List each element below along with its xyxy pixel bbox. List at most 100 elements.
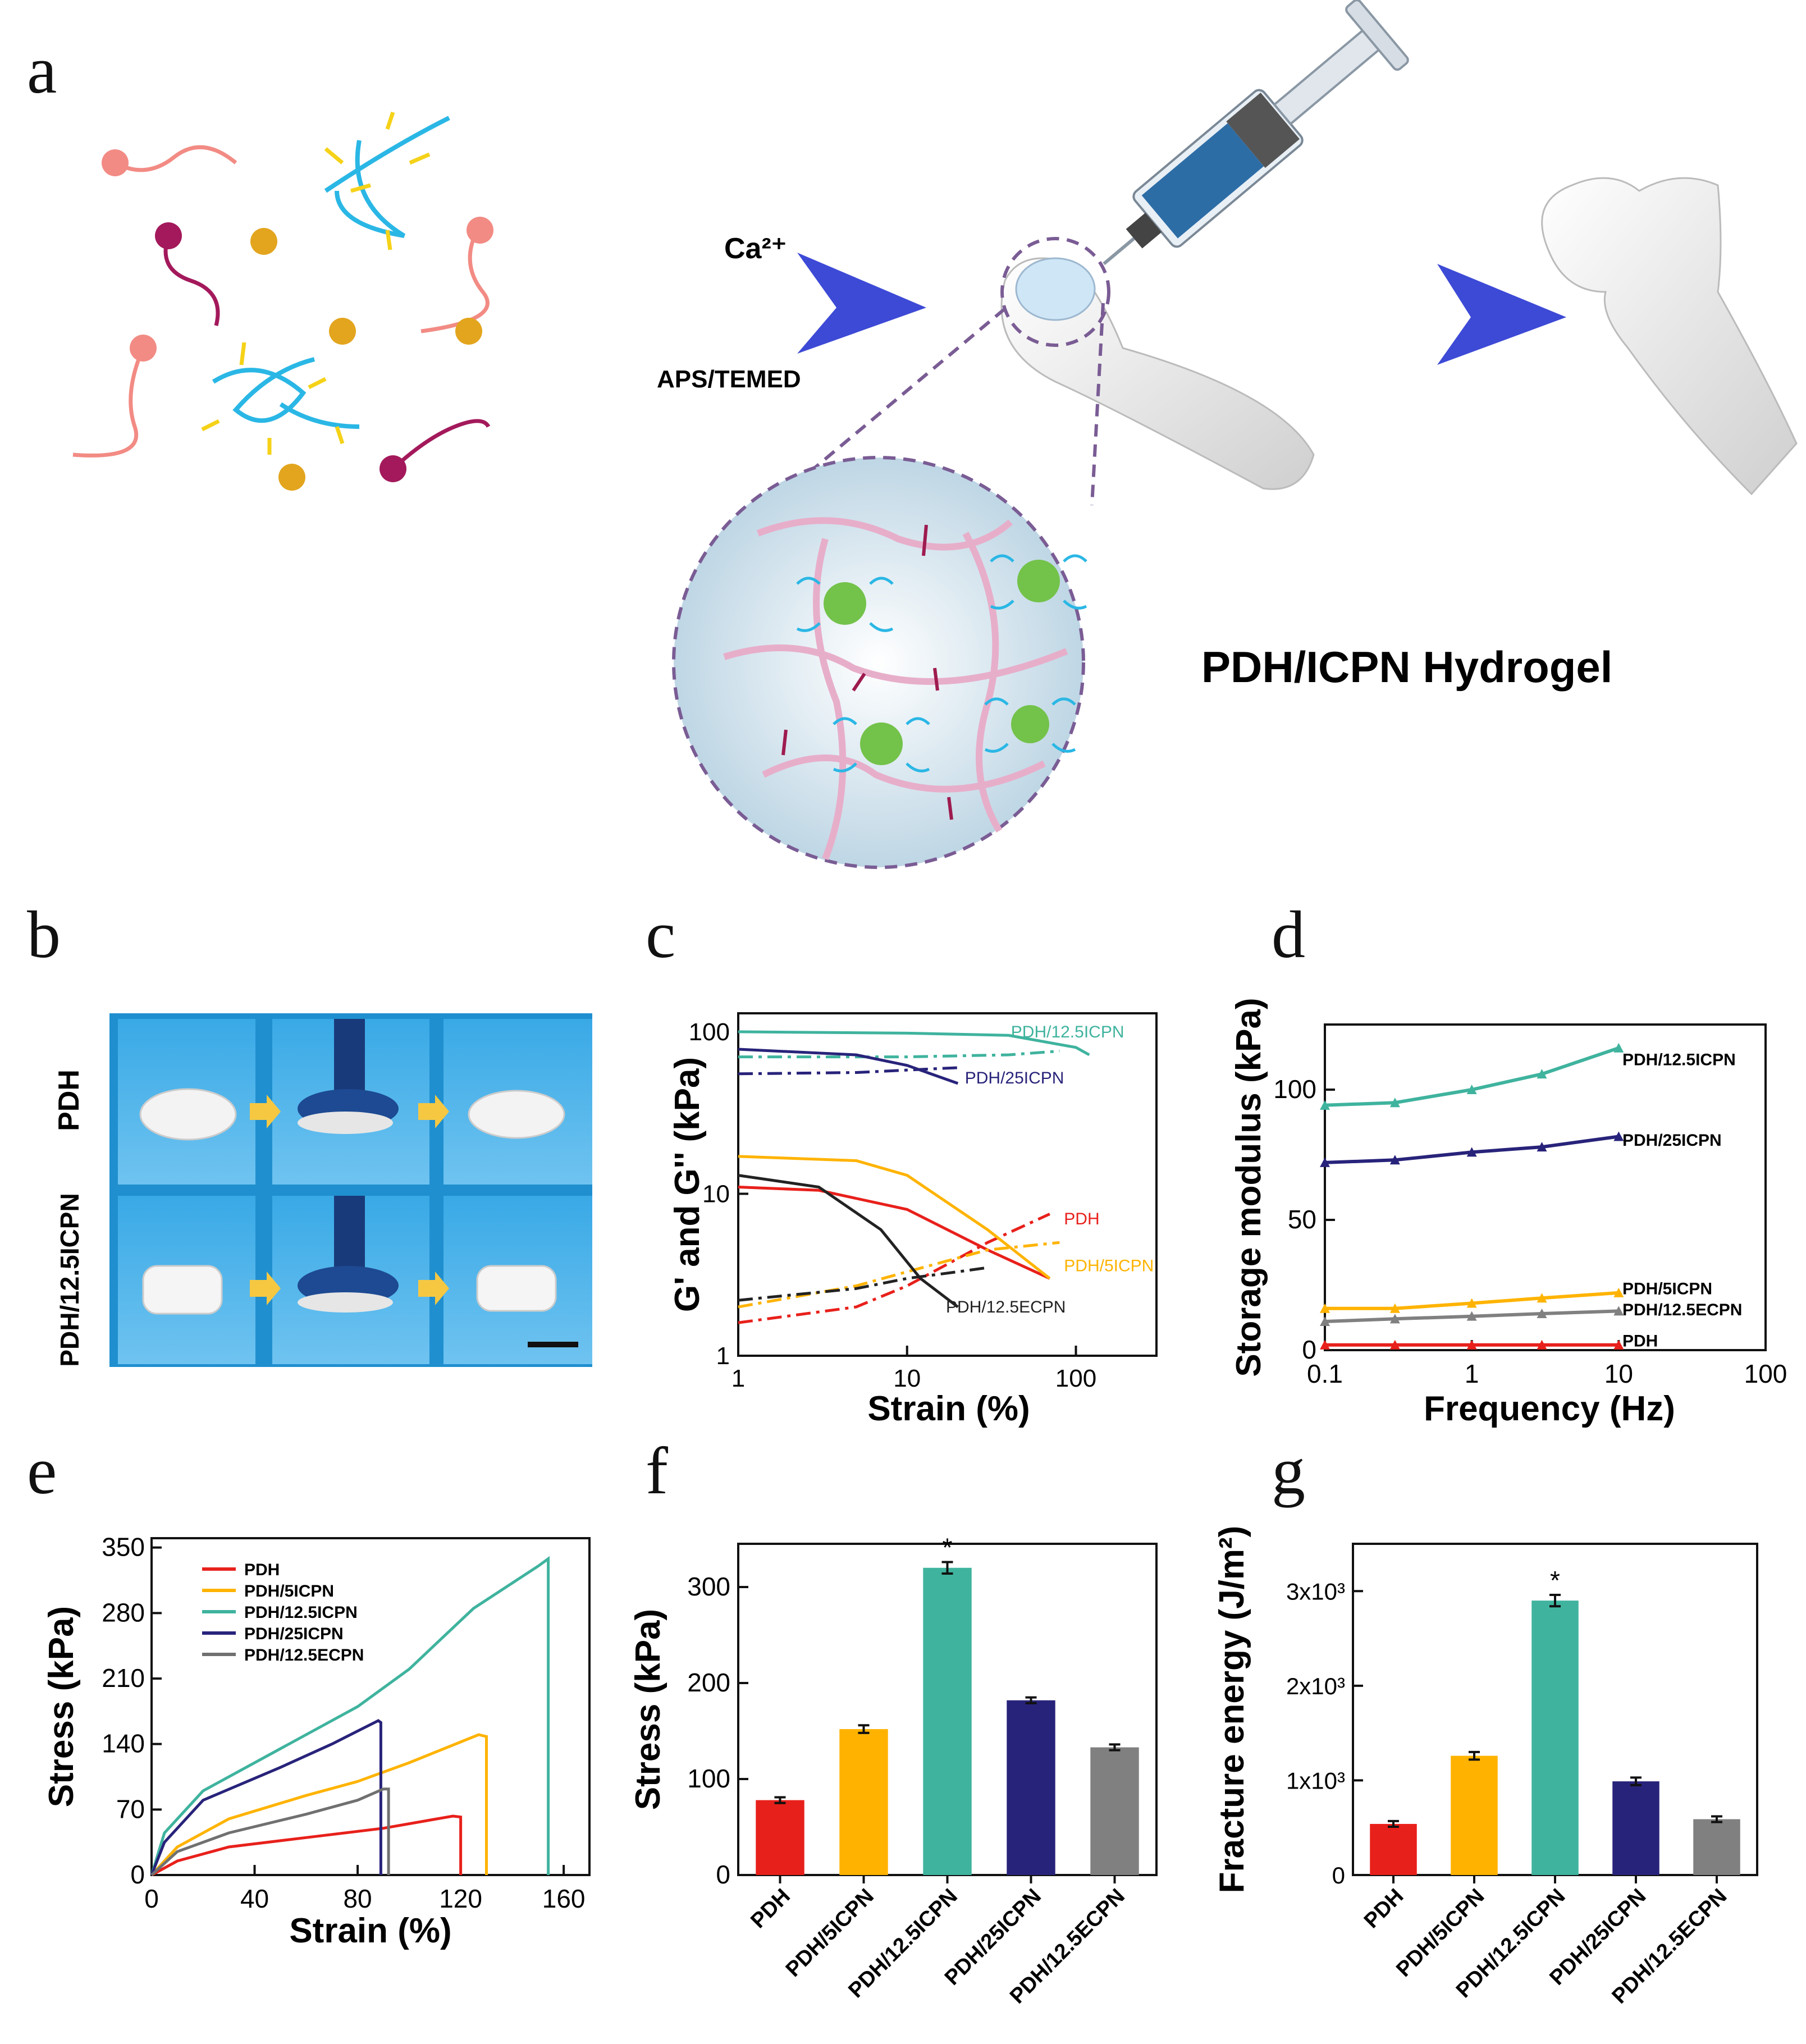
- x-tick-label: 120: [439, 1884, 482, 1913]
- legend-item: PDH/25ICPN: [244, 1625, 344, 1643]
- data-point: [1466, 1311, 1477, 1321]
- series-annotation: PDH/12.5ECPN: [946, 1298, 1066, 1316]
- y-tick-label: 0: [130, 1860, 145, 1889]
- data-point: [1537, 1309, 1547, 1319]
- data-point: [1466, 1147, 1477, 1157]
- x-tick-label: 100: [1744, 1359, 1787, 1388]
- panel-label-g: g: [1272, 1433, 1305, 1508]
- initiator-label: APS/TEMED: [657, 365, 801, 393]
- series-line: [150, 1733, 488, 1876]
- x-tick-label: PDH: [746, 1885, 794, 1933]
- panel-label-a: a: [27, 33, 57, 107]
- series-line: [150, 1556, 550, 1876]
- y-tick-label: 0: [1332, 1862, 1345, 1888]
- chart-panel-d: 0.1 1 10 100 0 50 100 PDH/12.5ICPN PDH/25ICPN PDH…: [1229, 998, 1787, 1428]
- data-point: [1537, 1293, 1547, 1303]
- series-line: [738, 1048, 959, 1085]
- series-annotation: PDH/12.5ICPN: [1011, 1023, 1124, 1041]
- y-tick-label: 0: [716, 1860, 730, 1889]
- x-axis-label: Frequency (Hz): [1424, 1389, 1675, 1428]
- x-tick-label: 160: [542, 1884, 586, 1913]
- x-axis-label: Strain (%): [289, 1912, 451, 1950]
- plot-frame: [737, 1012, 1158, 1357]
- panel-a-schematic: Ca²⁺ APS/TEMED: [72, 0, 1798, 869]
- panel-label-b: b: [27, 897, 61, 972]
- bar: [839, 1729, 888, 1875]
- hydrogel-network-zoom: [672, 456, 1087, 869]
- legend-item: PDH/12.5ICPN: [244, 1603, 358, 1622]
- y-tick-label: 280: [102, 1598, 145, 1627]
- data-point: [1320, 1100, 1330, 1110]
- error-bar: [858, 1724, 870, 1734]
- precursor-components: [72, 111, 493, 491]
- bar: [756, 1800, 804, 1875]
- y-axis-label: Fracture energy (J/m²): [1213, 1526, 1251, 1894]
- step-arrow-icon: [418, 1272, 449, 1305]
- bar: [1451, 1755, 1498, 1875]
- y-tick-label: 300: [687, 1572, 730, 1601]
- x-tick-label: 40: [240, 1884, 269, 1913]
- error-bar: [1469, 1750, 1480, 1761]
- y-tick-label: 100: [687, 1764, 730, 1793]
- y-tick-label: 210: [102, 1663, 145, 1693]
- y-axis-label: Stress (kPa): [629, 1609, 667, 1810]
- significance-marker: *: [943, 1533, 953, 1562]
- y-tick-label: 350: [102, 1533, 145, 1562]
- x-tick-label: 100: [1055, 1365, 1096, 1392]
- series-annotation: PDH/12.5ECPN: [1622, 1301, 1742, 1319]
- hydrogel-title: PDH/ICPN Hydrogel: [1201, 642, 1612, 692]
- series-line: [738, 1174, 959, 1309]
- data-point: [1613, 1131, 1624, 1141]
- x-tick-label: 0: [144, 1884, 159, 1913]
- x-tick-label: 10: [893, 1365, 921, 1392]
- chart-panel-e: 0 40 80 120 160 0 70 140 210 280 350 PDH PDH/5ICPN PD…: [42, 1533, 591, 1950]
- data-point: [1613, 1042, 1624, 1053]
- significance-marker: *: [1550, 1566, 1560, 1595]
- series-annotation: PDH: [1622, 1332, 1658, 1350]
- data-point: [1320, 1316, 1330, 1326]
- legend-item: PDH: [244, 1561, 280, 1579]
- x-tick-label: 10: [1604, 1359, 1633, 1388]
- data-point: [1537, 1142, 1547, 1152]
- legend-item: PDH/5ICPN: [244, 1582, 334, 1601]
- plot-frame: [150, 1537, 591, 1876]
- chart-panel-g: 01x10³2x10³3x10³PDHPDH/5ICPN*PDH/12.5ICP…: [1213, 1526, 1758, 2009]
- bar: [1531, 1601, 1579, 1875]
- x-tick-label: 80: [343, 1884, 372, 1913]
- data-point: [1613, 1306, 1624, 1316]
- series-line: [738, 1213, 1050, 1324]
- error-bar: [1109, 1743, 1121, 1752]
- data-point: [1537, 1069, 1547, 1079]
- panel-label-c: c: [646, 897, 675, 972]
- bar: [923, 1567, 972, 1875]
- y-axis-label: Storage modulus (kPa): [1229, 998, 1268, 1377]
- step-arrow-icon: [250, 1272, 281, 1305]
- series-line: [738, 1030, 1090, 1057]
- data-point: [1466, 1339, 1477, 1350]
- legend-item: PDH/12.5ECPN: [244, 1646, 364, 1665]
- step-arrow-icon: [250, 1095, 281, 1128]
- y-tick-label: 3x10³: [1286, 1578, 1345, 1604]
- y-tick-label: 1: [716, 1342, 730, 1370]
- y-tick-label: 100: [689, 1018, 730, 1046]
- panel-label-d: d: [1272, 897, 1305, 972]
- error-bar: [1630, 1776, 1642, 1786]
- series-line: [150, 1719, 382, 1876]
- bar: [1007, 1700, 1055, 1875]
- y-tick-label: 10: [702, 1180, 730, 1208]
- series-line: [150, 1787, 390, 1876]
- series-annotation: PDH/12.5ICPN: [1622, 1050, 1736, 1069]
- data-point: [1320, 1339, 1330, 1350]
- data-point: [1389, 1155, 1400, 1165]
- x-tick-label: PDH: [1360, 1885, 1408, 1933]
- bar: [1693, 1819, 1740, 1875]
- bone-with-defect: [695, 237, 1315, 569]
- data-point: [1389, 1339, 1400, 1350]
- panel-label-f: f: [646, 1433, 668, 1508]
- row-label-pdh: PDH: [53, 1069, 85, 1131]
- series-annotation: PDH/25ICPN: [1622, 1131, 1722, 1150]
- y-tick-label: 140: [102, 1729, 145, 1758]
- bar: [1090, 1747, 1139, 1875]
- data-point: [1320, 1303, 1330, 1313]
